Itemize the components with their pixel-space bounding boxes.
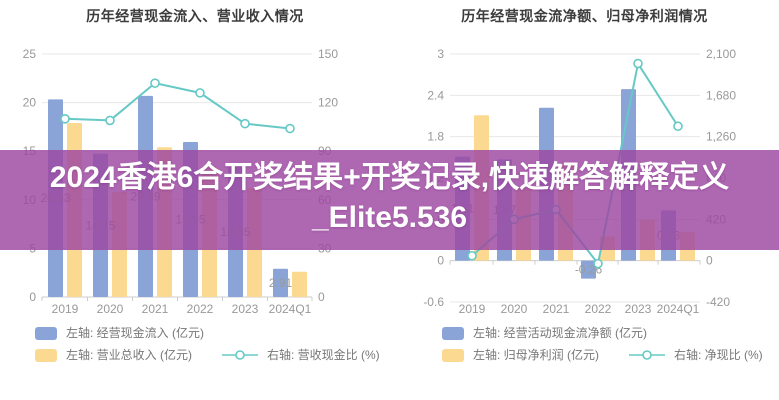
line-marker-2020 xyxy=(105,115,115,126)
left-axis-tick: 2.4 xyxy=(427,88,444,102)
right-axis-tick: 120 xyxy=(318,96,338,110)
x-axis-label-2019: 2019 xyxy=(459,302,486,316)
legend-swatch-icon xyxy=(442,348,464,362)
chart-title-right: 历年经营现金流净额、归母净利润情况 xyxy=(461,8,708,24)
ad-banner-overlay[interactable]: 2024香港6合开奖结果+开奖记录,快速解答解释定义 _Elite5.536 xyxy=(0,150,779,250)
right-axis-tick: -420 xyxy=(706,295,730,309)
legend-item-bar-series-1[interactable]: 左轴: 营业总收入 (亿元) xyxy=(35,347,192,362)
line-marker-2024Q1 xyxy=(673,121,683,132)
x-axis-label-2022: 2022 xyxy=(585,302,612,316)
legend-label: 右轴: 净现比 (%) xyxy=(674,347,763,362)
legend-item-line-series[interactable]: 右轴: 净现比 (%) xyxy=(629,347,763,362)
legend-item-line-series[interactable]: 右轴: 营收现金比 (%) xyxy=(222,347,380,362)
left-axis-tick: -0.6 xyxy=(423,295,444,309)
right-axis-tick: 2,100 xyxy=(706,47,736,61)
left-axis-tick: 0 xyxy=(437,254,444,268)
legend-swatch-icon xyxy=(442,326,464,340)
right-axis-tick: 0 xyxy=(318,290,325,304)
legend-item-bar-series-0[interactable]: 左轴: 经营现金流入 (亿元) xyxy=(35,325,204,340)
x-axis-label-2022: 2022 xyxy=(187,302,214,316)
banner-text-line2: _Elite5.536 xyxy=(311,201,468,234)
x-axis-label-2024Q1: 2024Q1 xyxy=(269,302,312,316)
legend-label: 左轴: 归母净利润 (亿元) xyxy=(473,347,599,362)
x-axis-label-2023: 2023 xyxy=(232,302,259,316)
banner-text-line1: 2024香港6合开奖结果+开奖记录,快速解答解释定义 xyxy=(49,161,730,194)
x-axis-label-2021: 2021 xyxy=(142,302,169,316)
right-axis-tick: 1,680 xyxy=(706,88,736,102)
line-marker-2022 xyxy=(195,88,205,98)
line-marker-2023 xyxy=(633,58,643,69)
line-marker-2023 xyxy=(240,118,250,129)
legend-line-icon xyxy=(629,350,665,360)
legend-label: 右轴: 营收现金比 (%) xyxy=(267,347,380,362)
chart-legend-right: 左轴: 经营活动现金流净额 (亿元) 左轴: 归母净利润 (亿元) 右轴: 净现比 … xyxy=(390,322,779,366)
line-marker-2019 xyxy=(467,250,477,261)
bar-value-label: 2.91 xyxy=(269,276,293,290)
x-axis-label-2020: 2020 xyxy=(97,302,124,316)
legend-item-bar-series-1[interactable]: 左轴: 归母净利润 (亿元) xyxy=(442,347,599,362)
x-axis-label-2019: 2019 xyxy=(52,302,79,316)
left-axis-tick: 25 xyxy=(23,47,37,61)
legend-label: 左轴: 营业总收入 (亿元) xyxy=(66,347,192,362)
chart-legend-left: 左轴: 经营现金流入 (亿元) 左轴: 营业总收入 (亿元) 右轴: 营收现金比 (… xyxy=(0,322,390,366)
line-marker-2022 xyxy=(593,258,603,269)
legend-swatch-icon xyxy=(35,348,57,362)
x-axis-label-2023: 2023 xyxy=(625,302,652,316)
line-marker-2021 xyxy=(150,78,160,88)
bar-series1-2022 xyxy=(581,260,596,279)
bar-series2-2024Q1 xyxy=(292,271,307,297)
left-axis-tick: 0 xyxy=(29,290,36,304)
right-axis-tick: 0 xyxy=(706,254,713,268)
line-marker-2019 xyxy=(60,114,70,124)
line-marker-2024Q1 xyxy=(285,123,295,134)
legend-item-bar-series-0[interactable]: 左轴: 经营活动现金流净额 (亿元) xyxy=(442,325,647,340)
left-axis-tick: 3 xyxy=(437,47,444,61)
bar-series1-2024Q1 xyxy=(273,268,288,297)
x-axis-label-2020: 2020 xyxy=(501,302,528,316)
legend-label: 左轴: 经营活动现金流净额 (亿元) xyxy=(473,325,647,340)
legend-label: 左轴: 经营现金流入 (亿元) xyxy=(66,325,204,340)
chart-title-left: 历年经营现金流入、营业收入情况 xyxy=(86,8,304,24)
legend-line-icon xyxy=(222,350,258,360)
legend-swatch-icon xyxy=(35,326,57,340)
x-axis-label-2024Q1: 2024Q1 xyxy=(657,302,700,316)
left-axis-tick: 20 xyxy=(23,96,37,110)
right-axis-tick: 150 xyxy=(318,47,338,61)
left-axis-tick: 1.8 xyxy=(427,130,444,144)
right-axis-tick: 1,260 xyxy=(706,130,736,144)
x-axis-label-2021: 2021 xyxy=(543,302,570,316)
